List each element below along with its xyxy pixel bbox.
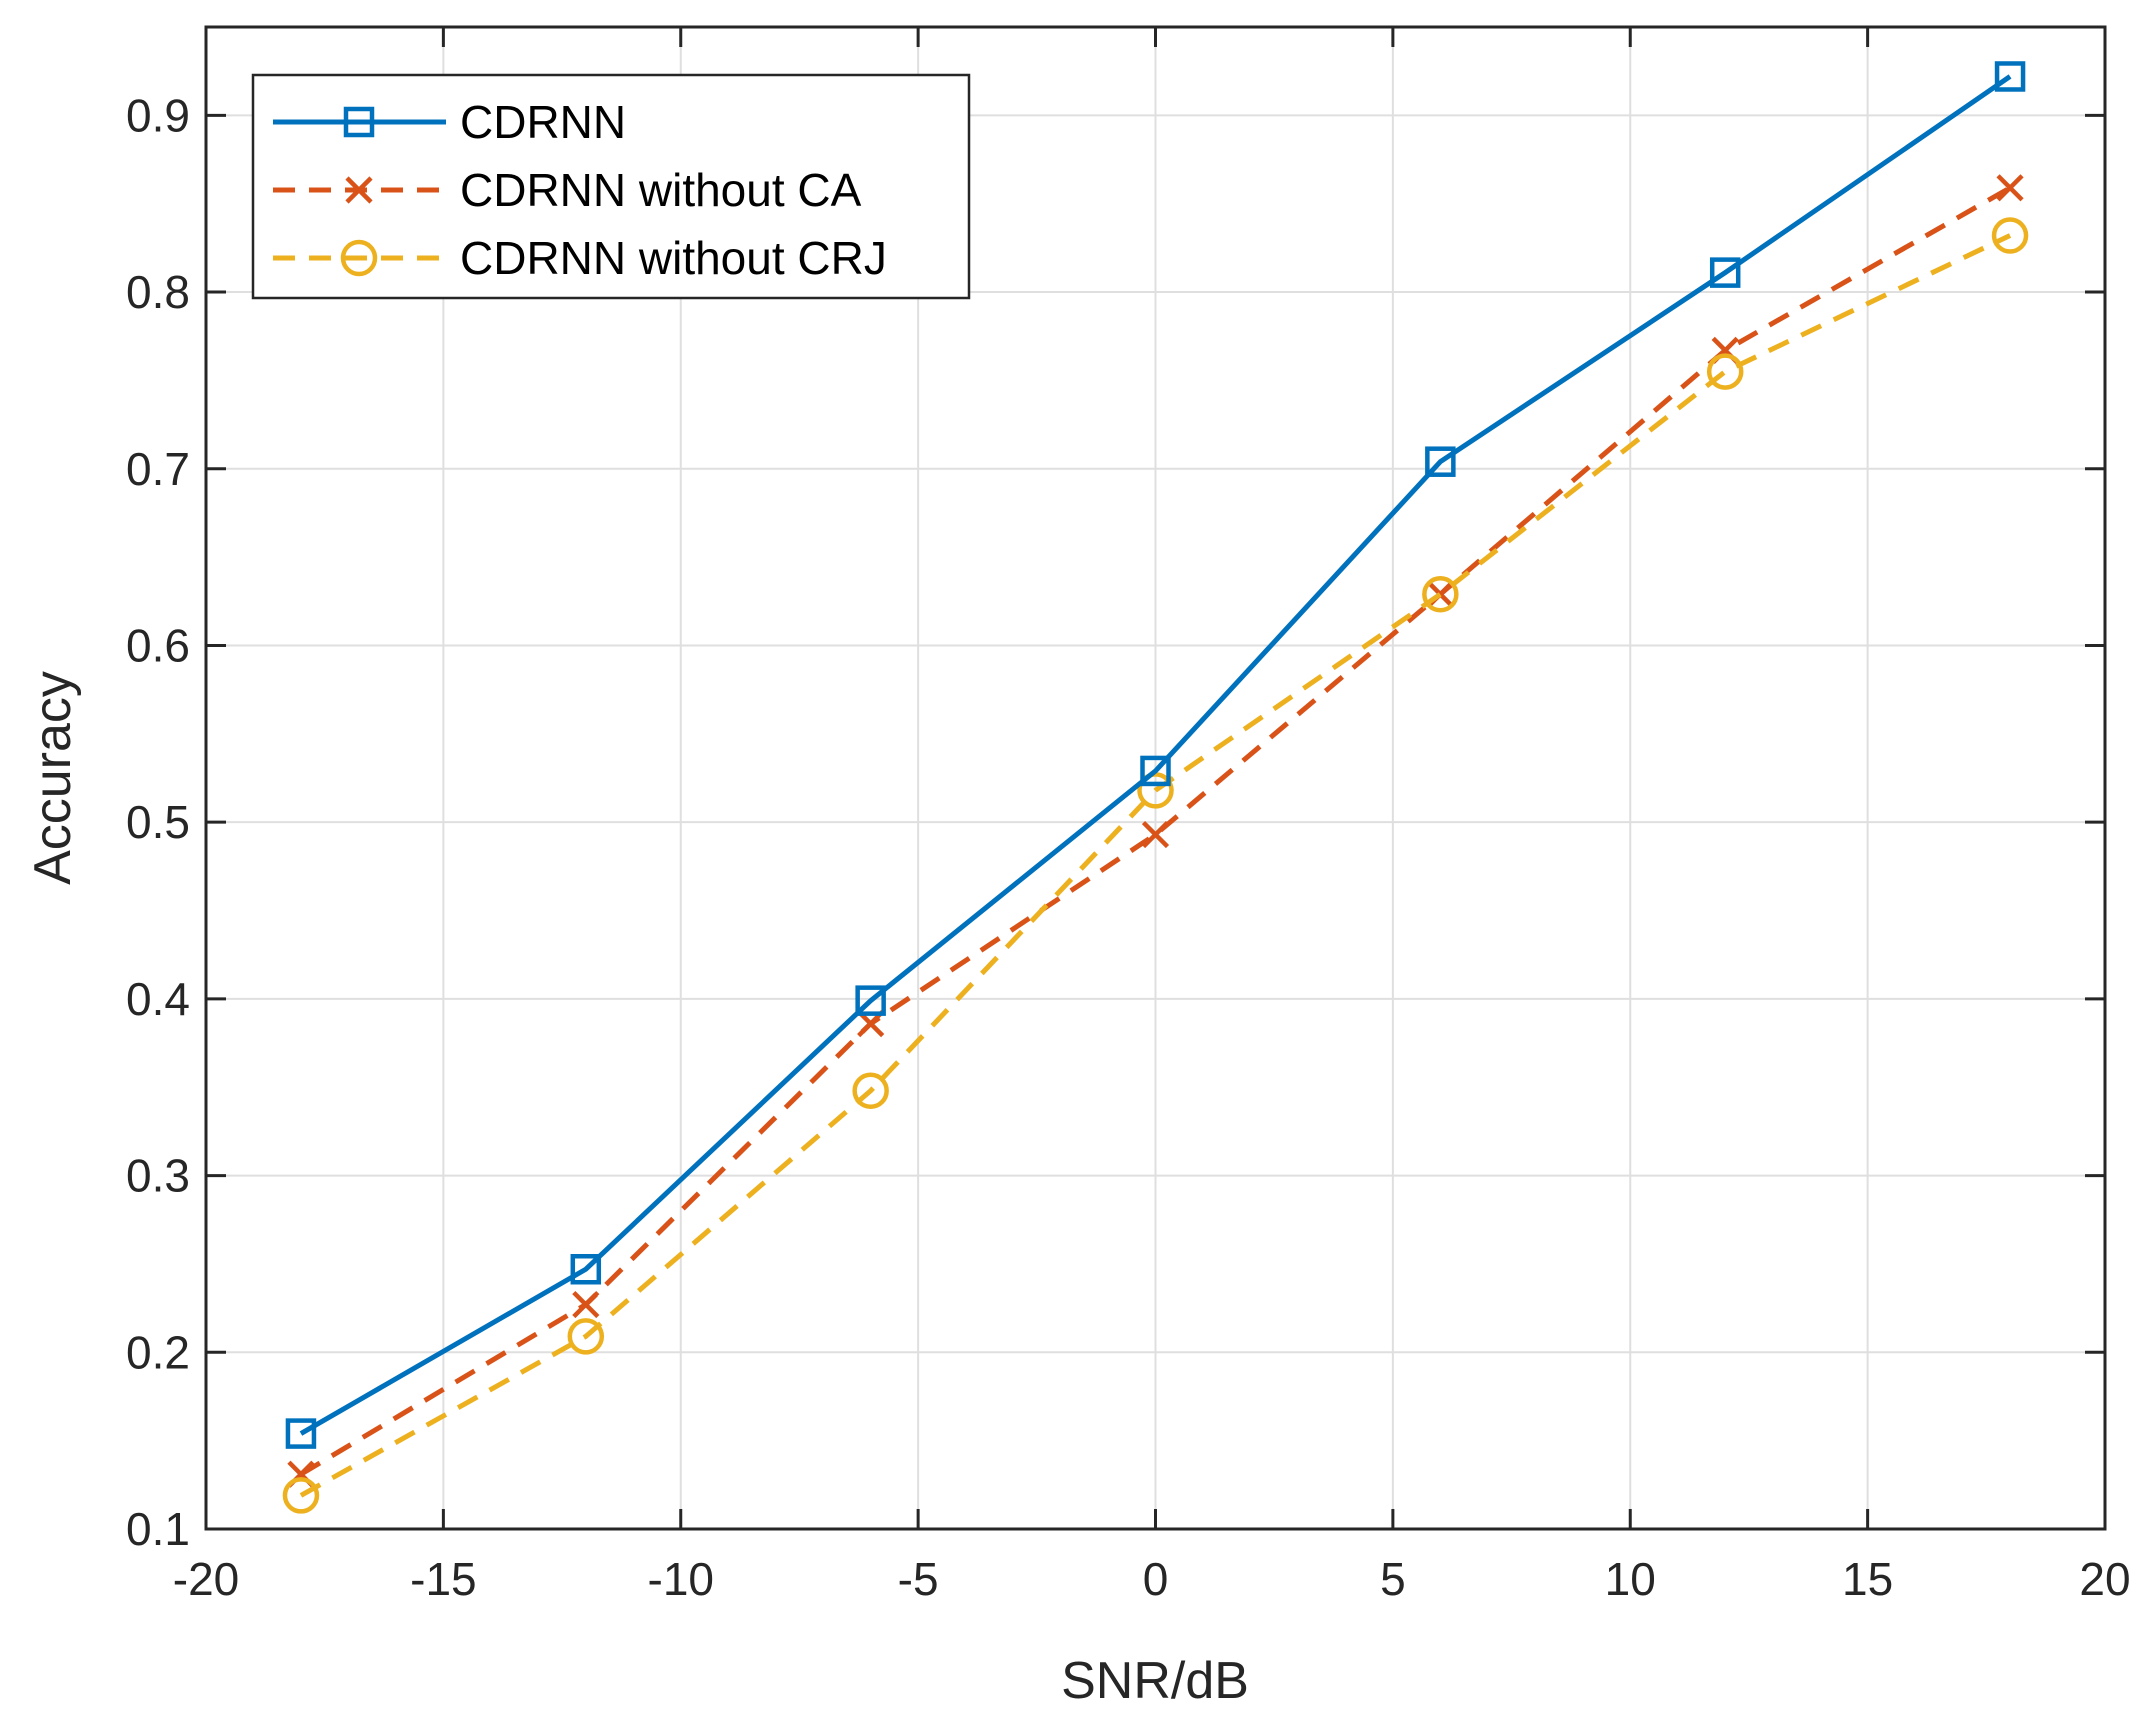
data-point [567, 1318, 605, 1355]
legend-item: CDRNN without CA [273, 164, 862, 216]
legend-label: CDRNN [460, 96, 626, 148]
x-tick-label: -10 [648, 1553, 714, 1605]
data-point [1994, 61, 2026, 92]
x-tick-label: 0 [1143, 1553, 1169, 1605]
y-tick-label: 0.4 [126, 973, 190, 1025]
data-point [1706, 353, 1744, 390]
data-point [852, 1072, 889, 1110]
x-tick-label: 20 [2079, 1553, 2130, 1605]
legend-item: CDRNN [273, 96, 626, 148]
axis-ticks: -20 -15 -10 -5 0 5 10 15 20 0.1 0.2 0.3 0.4 0.5 0.6 0.7… [126, 27, 2131, 1605]
data-point [855, 985, 886, 1016]
data-point [282, 1477, 320, 1514]
series-line [299, 233, 2012, 1498]
series-0 [285, 61, 2026, 1449]
data-point [1996, 174, 2024, 202]
y-tick-label: 0.9 [126, 89, 190, 141]
legend-item: CDRNN without CRJ [273, 232, 887, 284]
y-tick-label: 0.8 [126, 266, 190, 318]
data-point [1422, 575, 1459, 613]
data-point [1709, 257, 1741, 288]
y-tick-label: 0.3 [126, 1150, 190, 1202]
y-axis-label: Accuracy [24, 671, 82, 885]
legend-label: CDRNN without CA [460, 164, 862, 216]
x-tick-label: 15 [1842, 1553, 1893, 1605]
series-line [299, 74, 2012, 1436]
data-point [1991, 217, 2029, 254]
x-axis-label: SNR/dB [1061, 1652, 1249, 1710]
y-tick-label: 0.1 [126, 1503, 190, 1555]
data-point [1137, 772, 1174, 809]
data-point [572, 1290, 600, 1319]
data-point [1425, 446, 1456, 477]
y-tick-label: 0.6 [126, 619, 190, 671]
y-tick-label: 0.7 [126, 443, 190, 495]
legend-marker [345, 176, 373, 204]
data-point [570, 1253, 602, 1285]
x-tick-label: -20 [173, 1553, 239, 1605]
y-tick-label: 0.5 [126, 796, 190, 848]
legend-marker [340, 239, 378, 277]
x-tick-label: -5 [898, 1553, 939, 1605]
x-tick-label: 10 [1605, 1553, 1656, 1605]
data-point [1140, 755, 1171, 787]
x-tick-label: 5 [1380, 1553, 1406, 1605]
x-tick-label: -15 [410, 1553, 476, 1605]
legend-marker [343, 106, 375, 138]
data-point [285, 1418, 317, 1449]
legend-label: CDRNN without CRJ [460, 232, 887, 284]
y-tick-label: 0.2 [126, 1326, 190, 1378]
series-2 [282, 217, 2029, 1514]
legend: CDRNN CDRNN without CA CDRNN without CRJ [251, 73, 971, 300]
data-point [1141, 820, 1170, 849]
series-layer [282, 61, 2029, 1514]
